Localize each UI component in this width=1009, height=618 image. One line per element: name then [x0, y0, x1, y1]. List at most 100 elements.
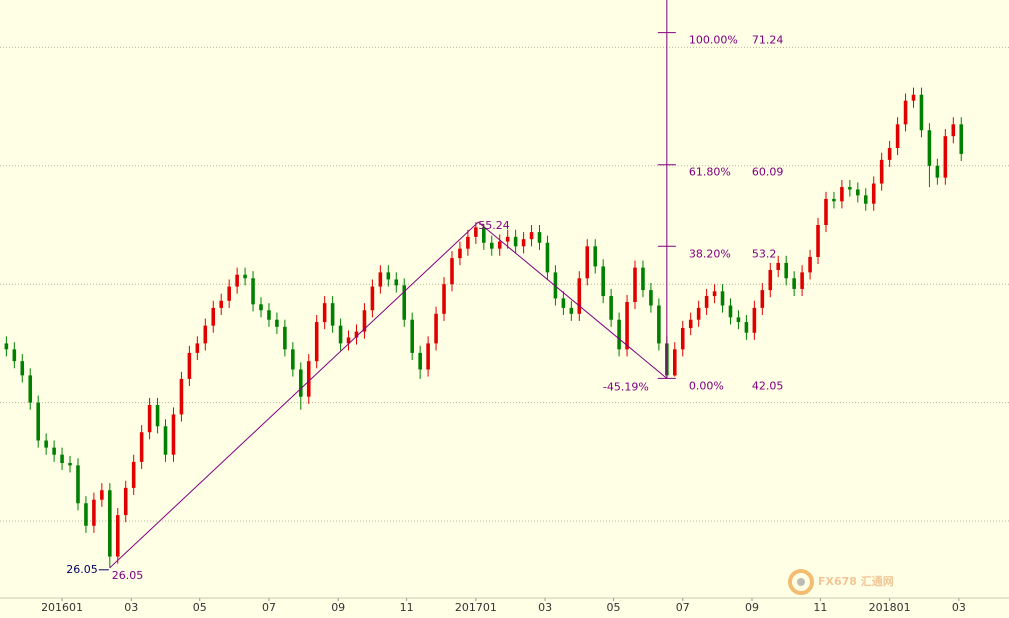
candle-body: [760, 290, 765, 308]
candle-body: [800, 272, 804, 289]
candle-body: [251, 278, 255, 305]
fib-value: 53.2: [752, 247, 777, 260]
low-label: 26.05: [112, 569, 144, 582]
candle-body: [672, 349, 677, 376]
candle-body: [354, 331, 359, 338]
candle-body: [211, 307, 216, 326]
candle-body: [123, 487, 128, 516]
candle-body: [60, 454, 64, 464]
candle-body: [657, 305, 661, 344]
x-tick-label: 201701: [455, 601, 497, 614]
candle-body: [474, 227, 478, 237]
change-label: -45.19%: [603, 380, 649, 393]
candle-body: [362, 310, 367, 332]
candle-body: [649, 290, 653, 306]
candle-body: [840, 187, 844, 202]
candle-body: [330, 303, 335, 326]
candle-body: [314, 322, 319, 362]
candle-body: [919, 94, 924, 131]
trend-line: [109, 221, 668, 569]
candle-body: [291, 349, 295, 370]
x-tick-label: 07: [262, 601, 276, 614]
x-tick-label: 07: [676, 601, 690, 614]
candle-body: [338, 325, 343, 344]
candle-body: [235, 274, 239, 287]
candle-body: [100, 490, 104, 500]
candle-body: [808, 256, 812, 273]
candle-body: [4, 343, 9, 350]
candle-body: [585, 246, 590, 279]
candle-body: [195, 343, 200, 353]
candle-body: [816, 224, 820, 257]
watermark-logo: [788, 569, 814, 595]
candle-body: [92, 499, 96, 526]
candle-body: [617, 319, 621, 350]
candle-body: [418, 352, 422, 370]
candle-body: [863, 195, 868, 204]
fib-percent: 0.00%: [689, 379, 724, 392]
candle-body: [298, 369, 303, 397]
candle-body: [115, 515, 120, 557]
candle-body: [394, 279, 399, 286]
candle-body: [219, 300, 224, 308]
candle-body: [84, 503, 88, 526]
candle-body: [466, 236, 470, 249]
low-marker-label: 26.05: [66, 563, 98, 576]
candle-body: [505, 236, 510, 242]
candle-body: [36, 402, 40, 441]
candle-body: [545, 242, 550, 273]
candle-body: [155, 404, 160, 427]
candle-body: [426, 343, 430, 370]
watermark: FX678 汇通网: [818, 575, 894, 588]
candle-body: [752, 307, 757, 333]
fib-percent: 61.80%: [689, 166, 731, 179]
candle-body: [688, 319, 693, 329]
candle-body: [871, 183, 876, 204]
candle-body: [497, 241, 502, 249]
candle-body: [68, 463, 72, 466]
candle-body: [147, 404, 152, 433]
fib-value: 60.09: [752, 166, 784, 179]
candle-body: [609, 296, 613, 320]
candle-body: [410, 319, 414, 353]
candle-body: [895, 124, 900, 149]
candle-body: [601, 266, 605, 297]
candle-body: [593, 246, 598, 267]
candle-body: [569, 307, 574, 314]
candle-body: [76, 465, 80, 504]
candle-body: [521, 239, 526, 247]
candle-body: [720, 291, 725, 306]
candle-body: [553, 272, 558, 299]
x-tick-label: 201601: [41, 601, 83, 614]
high-label: 55.24: [478, 219, 510, 232]
candle-body: [848, 187, 852, 190]
candle-body: [227, 286, 231, 301]
candle-body: [633, 267, 637, 302]
candle-body: [12, 349, 17, 362]
candle-body: [52, 447, 56, 455]
candle-body: [306, 361, 311, 397]
candle-body: [283, 326, 287, 350]
candle-body: [44, 440, 48, 448]
candle-body: [680, 328, 685, 350]
candle-body: [275, 319, 279, 327]
candle-body: [728, 305, 733, 318]
fib-value: 71.24: [752, 34, 784, 47]
candle-body: [887, 148, 892, 160]
fib-value: 42.05: [752, 379, 784, 392]
candle-body: [171, 414, 176, 455]
candle-body: [20, 361, 25, 376]
candle-body: [434, 313, 438, 344]
candle-body: [243, 274, 247, 279]
candle-body: [792, 278, 796, 289]
candle-body: [482, 227, 486, 243]
x-tick-label: 03: [124, 601, 138, 614]
candle-body: [943, 136, 948, 178]
candle-body: [736, 317, 741, 323]
candle-body: [259, 304, 263, 311]
candle-body: [139, 432, 144, 462]
x-tick-label: 05: [193, 601, 207, 614]
candle-body: [959, 124, 964, 154]
